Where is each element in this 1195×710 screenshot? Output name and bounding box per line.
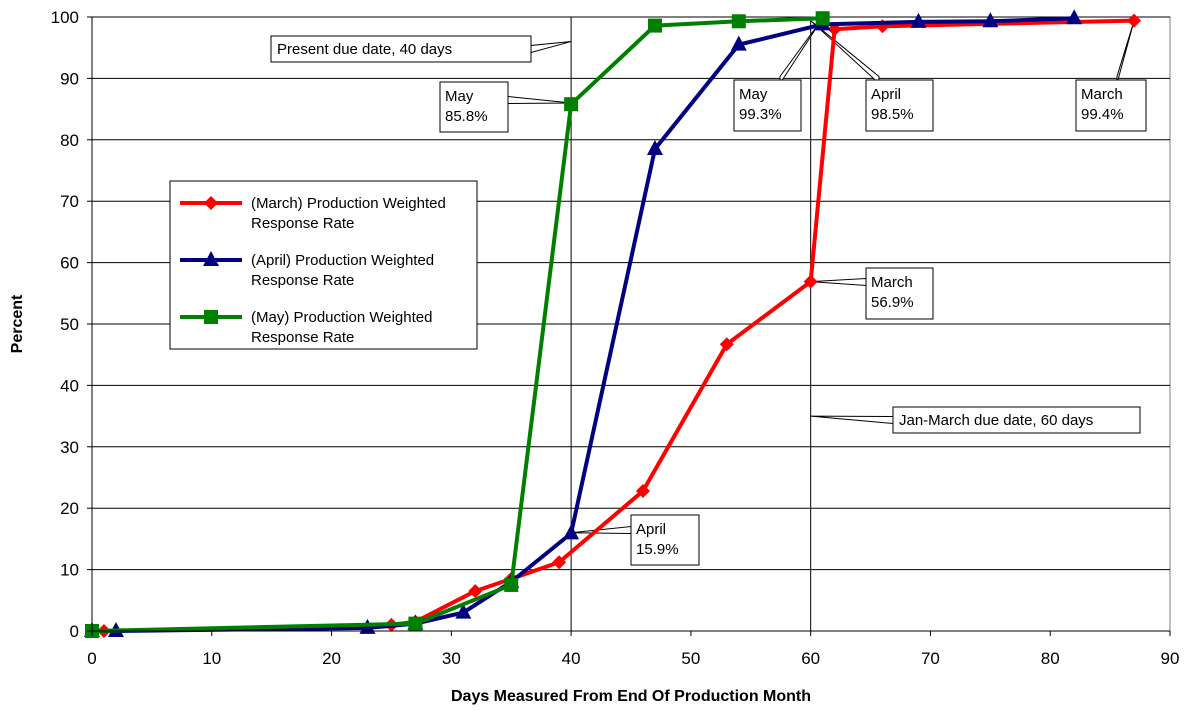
x-tick-label-90: 90 xyxy=(1161,649,1180,668)
legend-item-0: (March) Production Weighted Response Rate xyxy=(180,195,446,232)
legend-swatch-marker-2 xyxy=(204,310,218,324)
annotations: Present due date, 40 days May 85.8% May 99.3… xyxy=(270,35,1147,566)
legend-swatch-marker-0 xyxy=(204,196,218,210)
x-tick-label-60: 60 xyxy=(801,649,820,668)
y-tick-label-90: 90 xyxy=(60,69,79,88)
annotation-box-2 xyxy=(733,79,802,132)
annotation-text-6: Jan-March due date, 60 days xyxy=(899,412,1093,429)
data-point-1-4 xyxy=(455,603,472,619)
annotation-4: March 99.4% xyxy=(1075,79,1147,132)
annotation-text-7-1: 15.9% xyxy=(636,541,679,558)
annotation-box-0 xyxy=(270,35,532,63)
annotation-text-3-1: 98.5% xyxy=(871,106,914,123)
annotation-2: May 99.3% xyxy=(733,79,802,132)
y-tick-label-70: 70 xyxy=(60,192,79,211)
annotation-6: Jan-March due date, 60 days xyxy=(892,406,1141,434)
x-tick-label-20: 20 xyxy=(322,649,341,668)
data-point-0-6 xyxy=(552,555,567,570)
x-tick-label-10: 10 xyxy=(202,649,221,668)
y-tick-label-100: 100 xyxy=(51,8,79,27)
y-tick-label-50: 50 xyxy=(60,315,79,334)
data-point-1-12 xyxy=(1066,9,1083,25)
annotation-text-2-1: 99.3% xyxy=(739,106,782,123)
y-tick-label-20: 20 xyxy=(60,499,79,518)
legend-label-2-cont: Response Rate xyxy=(251,329,354,346)
annotation-box-5 xyxy=(865,267,934,320)
annotation-text-2-0: May xyxy=(739,86,768,103)
x-tick-label-70: 70 xyxy=(921,649,940,668)
data-point-2-5 xyxy=(731,14,746,29)
annotation-3: April 98.5% xyxy=(865,79,934,132)
x-tick-label-0: 0 xyxy=(87,649,96,668)
legend-swatch-marker-1 xyxy=(203,251,219,266)
annotation-text-4-0: March xyxy=(1081,86,1123,103)
annotation-text-4-1: 99.4% xyxy=(1081,106,1124,123)
y-tick-label-80: 80 xyxy=(60,131,79,150)
annotation-text-0: Present due date, 40 days xyxy=(277,41,452,58)
data-point-0-12 xyxy=(1127,13,1142,28)
legend-item-2: (May) Production Weighted Response Rate xyxy=(180,309,432,346)
x-tick-label-80: 80 xyxy=(1041,649,1060,668)
data-point-2-3 xyxy=(564,97,579,112)
x-tick-label-40: 40 xyxy=(562,649,581,668)
legend-label-2: (May) Production Weighted xyxy=(251,309,432,326)
annotation-box-7 xyxy=(630,514,700,566)
legend: (March) Production Weighted Response Rate… xyxy=(169,180,478,350)
y-tick-label-60: 60 xyxy=(60,254,79,273)
annotation-0: Present due date, 40 days xyxy=(270,35,532,63)
y-tick-label-30: 30 xyxy=(60,438,79,457)
x-axis-title: Days Measured From End Of Production Mon… xyxy=(451,688,811,705)
data-point-1-7 xyxy=(646,140,663,156)
grid-lines xyxy=(92,16,1170,571)
legend-label-1: (April) Production Weighted xyxy=(251,252,434,269)
y-tick-label-0: 0 xyxy=(70,622,79,641)
annotation-7: April 15.9% xyxy=(630,514,700,566)
data-point-2-1 xyxy=(408,616,423,631)
annotation-box-4 xyxy=(1075,79,1147,132)
data-point-2-2 xyxy=(504,577,519,592)
data-point-0-8 xyxy=(719,337,734,352)
annotation-1: May 85.8% xyxy=(439,81,509,133)
annotation-text-7-0: April xyxy=(636,521,666,538)
annotation-5: March 56.9% xyxy=(865,267,934,320)
y-tick-label-40: 40 xyxy=(60,376,79,395)
legend-item-1: (April) Production Weighted Response Rate xyxy=(180,251,434,289)
data-point-0-4 xyxy=(468,584,483,599)
y-axis-title: Percent xyxy=(9,294,26,353)
annotation-box-1 xyxy=(439,81,509,133)
x-tick-label-50: 50 xyxy=(681,649,700,668)
legend-label-0-cont: Response Rate xyxy=(251,215,354,232)
data-point-1-8 xyxy=(730,35,747,51)
data-point-0-9 xyxy=(803,274,818,289)
legend-box xyxy=(169,180,478,350)
data-point-2-6 xyxy=(815,11,830,26)
legend-label-0: (March) Production Weighted xyxy=(251,195,446,212)
data-point-1-11 xyxy=(982,12,999,28)
y-tick-label-10: 10 xyxy=(60,561,79,580)
series-2 xyxy=(85,11,830,638)
annotation-text-1-1: 85.8% xyxy=(445,108,488,125)
series-lines xyxy=(84,9,1142,638)
annotation-text-5-1: 56.9% xyxy=(871,294,914,311)
legend-label-1-cont: Response Rate xyxy=(251,272,354,289)
annotation-text-5-0: March xyxy=(871,274,913,291)
x-tick-label-30: 30 xyxy=(442,649,461,668)
data-point-1-6 xyxy=(563,524,580,540)
data-point-2-4 xyxy=(647,18,662,33)
annotation-box-6 xyxy=(892,406,1141,434)
axes: 0 10 20 30 40 50 60 70 80 90 100 0 10 20 30 40 50 60 70 80 9… xyxy=(51,8,1180,668)
annotation-text-1-0: May xyxy=(445,88,474,105)
data-point-0-7 xyxy=(635,484,650,499)
annotation-text-3-0: April xyxy=(871,86,901,103)
data-point-1-10 xyxy=(910,12,927,28)
annotation-box-3 xyxy=(865,79,934,132)
